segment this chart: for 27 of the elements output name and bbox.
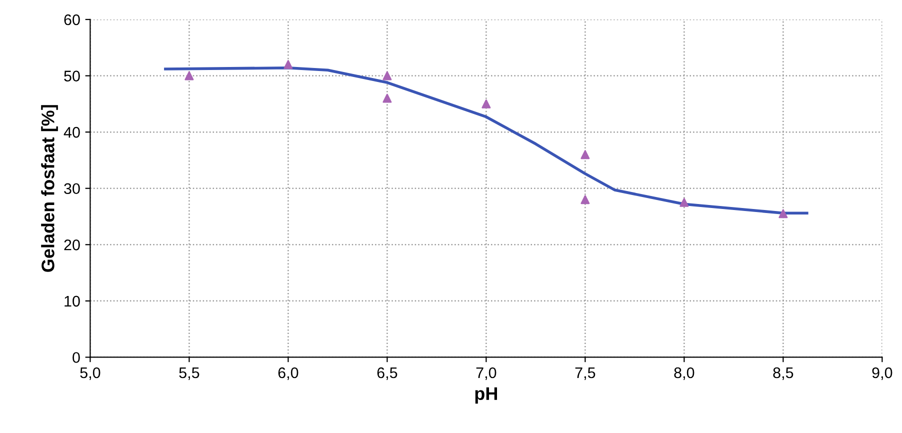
y-tick-label: 20 — [64, 240, 80, 250]
x-tick-label: 5,5 — [179, 368, 200, 380]
point — [382, 94, 392, 103]
x-tick-label: 6,5 — [377, 367, 398, 380]
x-axis-title: pH — [475, 387, 497, 404]
y-tick-label: 60 — [64, 14, 80, 26]
x-tick-label: 8,5 — [773, 367, 794, 380]
y-tick-label: 40 — [64, 126, 80, 138]
point — [580, 195, 590, 204]
y-tick-label: 30 — [64, 183, 80, 194]
y-tick-label: 0 — [72, 352, 80, 363]
point — [184, 71, 194, 80]
x-tick-label: 6,0 — [278, 367, 298, 380]
point — [382, 71, 392, 80]
x-tick-label: 7,0 — [476, 367, 496, 380]
point — [778, 209, 788, 218]
y-axis-title: Geladen fosfaat [%] — [41, 105, 58, 272]
y-tick-label: 50 — [64, 70, 80, 82]
point — [284, 60, 293, 70]
x-tick-label: 8,0 — [674, 367, 694, 380]
point — [482, 99, 491, 108]
x-tick-label: 7,5 — [575, 368, 596, 380]
y-tick-label: 10 — [64, 296, 80, 307]
point — [680, 198, 689, 207]
point — [580, 150, 590, 160]
x-tick-label: 9,0 — [872, 367, 892, 380]
x-tick-label: 5,0 — [80, 367, 100, 380]
